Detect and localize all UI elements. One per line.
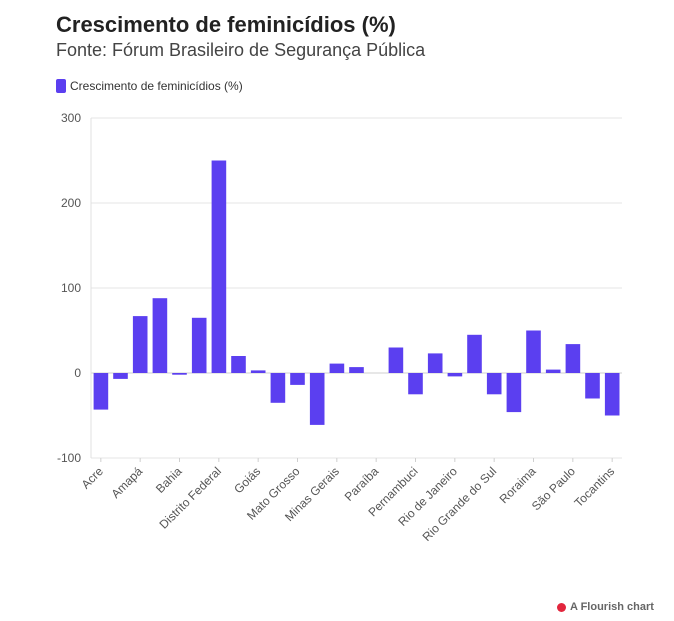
bar[interactable]: Pará: 7 xyxy=(349,367,364,373)
bar[interactable]: Mato Grosso do Sul: -61 xyxy=(309,373,325,425)
bar[interactable]: Pernambuci: -25 xyxy=(408,373,423,395)
bar[interactable]: Santa Catarina: 4 xyxy=(545,369,561,373)
bar[interactable]: Rondônia: -46 xyxy=(506,373,522,413)
bar[interactable]: Maranhão: -35 xyxy=(270,373,286,403)
y-tick-label: 200 xyxy=(61,196,81,210)
bar[interactable]: Piauí: 23 xyxy=(427,353,443,373)
gridlines xyxy=(90,117,622,459)
bar[interactable]: São Paulo: 34 xyxy=(565,344,581,373)
bar[interactable]: Minas Gerais: 11 xyxy=(329,363,345,373)
bar[interactable]: Amapá: 67 xyxy=(132,316,148,373)
x-tick-label: Paraíba xyxy=(342,464,382,504)
credit-label: A Flourish chart xyxy=(570,601,654,613)
x-tick-label: São Paulo xyxy=(529,464,578,513)
bars[interactable]: Acre: -43 Alagoas: -7 Amapá: 67Amazonas: 8… xyxy=(93,160,620,425)
bar[interactable]: Roraima: 50 xyxy=(526,330,541,374)
legend-swatch xyxy=(56,79,66,93)
bar[interactable]: Goiás: 3 xyxy=(250,370,266,373)
bar[interactable]: Bahia: -2 xyxy=(172,373,187,375)
bar[interactable]: Espírito Santo: 20 xyxy=(231,356,246,373)
bar[interactable]: Paraná: 30 xyxy=(388,347,404,374)
bar[interactable]: Acre: -43 xyxy=(93,373,109,410)
bar[interactable]: Alagoas: -7 xyxy=(113,373,128,379)
y-tick-label: 300 xyxy=(61,111,81,125)
bar[interactable]: Rio de Janeiro: -4 xyxy=(447,373,463,377)
bar[interactable]: Sergipe: -30 xyxy=(585,373,600,399)
chart-title: Crescimento de feminicídios (%) xyxy=(56,12,396,37)
y-axis-labels: -100 0 100 200 300 xyxy=(57,111,81,465)
x-tick-label: Goiás xyxy=(231,464,263,496)
bar[interactable]: Ceará: 65 xyxy=(191,317,207,374)
bar[interactable]: Mato Grosso: -14 xyxy=(290,373,305,385)
x-tick-label: Bahia xyxy=(153,464,185,496)
bar[interactable]: Distrito Federal: 250 xyxy=(211,160,227,374)
x-tick-label: Amapá xyxy=(108,464,145,501)
legend[interactable]: Crescimento de feminicídios (%) xyxy=(56,79,243,93)
x-tick-label: Rio Grande do Sul xyxy=(420,464,500,544)
bar[interactable]: Rio Grande do Norte: 45 xyxy=(467,334,482,374)
y-tick-label: 100 xyxy=(61,281,81,295)
bar[interactable]: Tocantins: -50 xyxy=(604,373,620,416)
x-tick-label: Tocantins xyxy=(572,464,618,510)
bar[interactable]: Rio Grande do Sul: -25 xyxy=(486,373,502,395)
chart-subtitle: Fonte: Fórum Brasileiro de Segurança Púb… xyxy=(56,40,426,60)
flourish-credit[interactable]: A Flourish chart xyxy=(557,601,654,613)
legend-label: Crescimento de feminicídios (%) xyxy=(70,79,243,93)
y-tick-label: -100 xyxy=(57,451,81,465)
bar[interactable]: Amazonas: 88 xyxy=(152,298,168,373)
y-tick-label: 0 xyxy=(74,366,81,380)
x-tick-label: Acre xyxy=(79,464,107,492)
flourish-logo-icon xyxy=(557,602,566,612)
